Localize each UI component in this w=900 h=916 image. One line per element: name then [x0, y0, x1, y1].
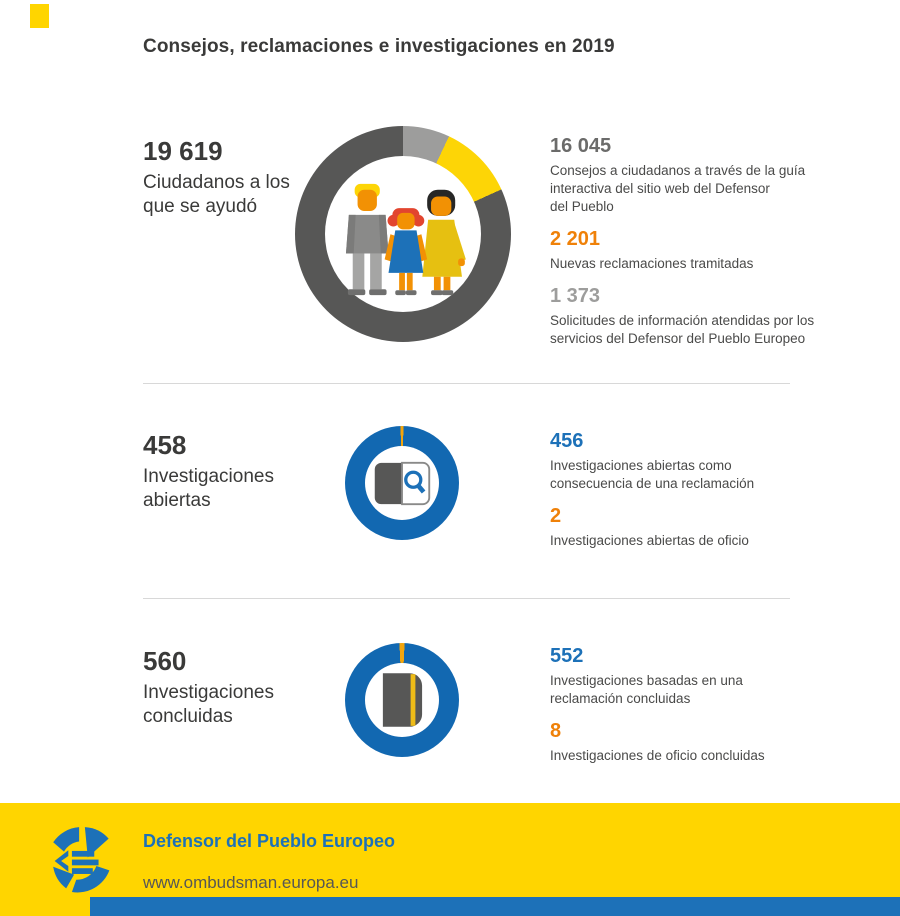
- divider: [143, 383, 790, 384]
- list-item: 552 Investigaciones basadas en una recla…: [550, 644, 880, 708]
- stat-description: Solicitudes de información atendidas por…: [550, 313, 815, 346]
- donut-chart-inquiries-opened: [345, 426, 459, 540]
- stat-description: Investigaciones abiertas de oficio: [550, 533, 749, 548]
- stat-inquiries-closed: 560 Investigaciones concluidas: [143, 646, 323, 729]
- stat-value: 19 619: [143, 136, 223, 166]
- folder-search-icon: [374, 461, 431, 505]
- stat-value: 456: [550, 430, 584, 452]
- stat-label: Ciudadanos a los que se ayudó: [143, 172, 290, 217]
- corner-bookmark: [30, 4, 49, 28]
- donut-hole: [325, 156, 481, 312]
- details-inquiries-closed: 552 Investigaciones basadas en una recla…: [550, 644, 880, 776]
- org-name: Defensor del Pueblo Europeo: [143, 831, 396, 851]
- stat-label: Investigaciones concluidas: [143, 682, 274, 727]
- ombudsman-logo: [53, 827, 110, 893]
- list-item: 8 Investigaciones de oficio concluidas: [550, 719, 880, 765]
- donut-hole: [365, 663, 439, 737]
- list-item: 16 045 Consejos a ciudadanos a través de…: [550, 134, 880, 216]
- website-url[interactable]: www.ombudsman.europa.eu: [143, 873, 359, 892]
- donut-chart-inquiries-closed: [345, 643, 459, 757]
- stat-description: Investigaciones abiertas como consecuenc…: [550, 458, 755, 491]
- bottom-bar: [90, 897, 900, 916]
- stat-value: 8: [550, 720, 562, 742]
- page-title: Consejos, reclamaciones e investigacione…: [143, 36, 615, 57]
- stat-value: 552: [550, 645, 584, 667]
- family-icon: [345, 183, 466, 296]
- stat-value: 1 373: [550, 285, 601, 307]
- donut-chart-citizens: [295, 126, 511, 342]
- stat-label: Investigaciones abiertas: [143, 466, 274, 511]
- details-citizens: 16 045 Consejos a ciudadanos a través de…: [550, 134, 880, 359]
- stat-description: Nuevas reclamaciones tramitadas: [550, 256, 754, 271]
- divider: [143, 598, 790, 599]
- stat-description: Investigaciones de oficio concluidas: [550, 748, 765, 763]
- donut-hole: [365, 446, 439, 520]
- stat-value: 458: [143, 430, 187, 460]
- notebook-icon: [382, 673, 423, 727]
- stat-value: 16 045: [550, 135, 612, 157]
- list-item: 2 201 Nuevas reclamaciones tramitadas: [550, 227, 880, 273]
- details-inquiries-opened: 456 Investigaciones abiertas como consec…: [550, 429, 880, 561]
- stat-citizens-helped: 19 619 Ciudadanos a los que se ayudó: [143, 136, 323, 219]
- list-item: 1 373 Solicitudes de información atendid…: [550, 284, 880, 348]
- list-item: 2 Investigaciones abiertas de oficio: [550, 504, 880, 550]
- stat-value: 2 201: [550, 228, 601, 250]
- stat-value: 560: [143, 646, 187, 676]
- stat-description: Investigaciones basadas en una reclamaci…: [550, 673, 743, 706]
- stat-description: Consejos a ciudadanos a través de la guí…: [550, 163, 806, 214]
- stat-inquiries-opened: 458 Investigaciones abiertas: [143, 430, 323, 513]
- stat-value: 2: [550, 505, 562, 527]
- list-item: 456 Investigaciones abiertas como consec…: [550, 429, 880, 493]
